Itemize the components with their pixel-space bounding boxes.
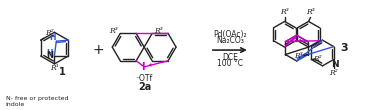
Text: H: H [46,49,53,58]
Text: N: N [46,51,53,61]
Text: 3: 3 [341,43,348,53]
Text: indole: indole [6,102,25,107]
Text: R²: R² [45,29,53,37]
Text: Pd(OAc)₂: Pd(OAc)₂ [213,30,247,39]
Text: Na₂CO₃: Na₂CO₃ [216,36,244,45]
Text: N- free or protected: N- free or protected [6,96,68,101]
Text: R³: R³ [306,8,315,16]
Text: H: H [49,33,56,42]
Text: R³: R³ [280,8,289,16]
Text: +: + [93,43,104,57]
Text: DCE: DCE [222,53,238,62]
Text: N: N [331,60,339,69]
Text: R³: R³ [294,52,303,61]
Text: +: + [147,62,153,68]
Text: R¹: R¹ [50,64,59,72]
Text: ⁻OTf: ⁻OTf [136,74,153,83]
Text: 1: 1 [59,67,66,77]
Text: R²: R² [329,69,338,77]
Text: R²: R² [313,55,322,63]
Text: R³: R³ [110,27,118,35]
Text: I: I [141,62,145,72]
Text: 100 °C: 100 °C [217,59,243,68]
Text: R³: R³ [154,27,163,35]
Text: 2a: 2a [138,82,152,92]
